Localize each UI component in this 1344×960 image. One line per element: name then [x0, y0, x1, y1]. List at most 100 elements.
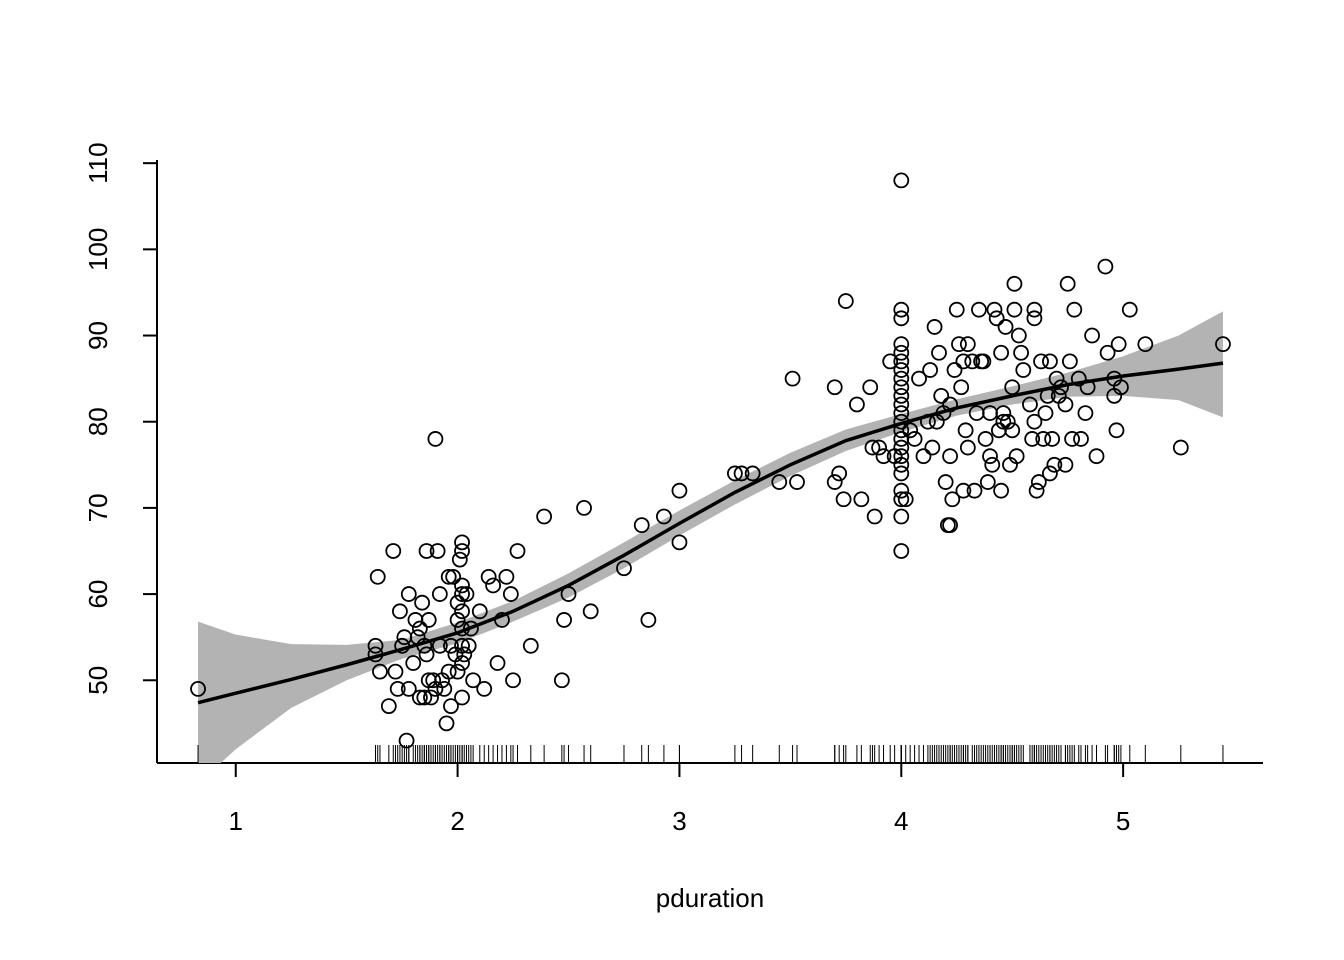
point	[418, 543, 435, 559]
point	[982, 448, 998, 465]
point	[893, 310, 910, 327]
point	[893, 379, 910, 396]
y-tick-label: 100	[83, 228, 113, 271]
point	[416, 689, 433, 706]
point	[671, 482, 688, 499]
point	[522, 637, 539, 654]
point	[582, 603, 599, 620]
point	[1004, 422, 1021, 439]
y-tick-label: 90	[83, 321, 113, 350]
point	[893, 491, 910, 508]
point	[953, 379, 970, 396]
point	[389, 680, 406, 697]
point	[418, 646, 435, 663]
point	[1026, 310, 1043, 327]
point	[1110, 336, 1127, 353]
point	[771, 474, 788, 490]
point	[465, 672, 482, 689]
point	[942, 396, 958, 413]
point	[971, 301, 987, 318]
point	[420, 612, 437, 628]
point	[882, 353, 899, 370]
point	[454, 637, 470, 654]
point	[893, 396, 910, 413]
point	[369, 568, 386, 585]
point	[1048, 370, 1065, 387]
point	[1042, 465, 1058, 482]
plot-area	[197, 311, 1224, 763]
point	[1042, 353, 1058, 370]
point	[1099, 344, 1116, 361]
point	[505, 672, 521, 689]
point	[893, 172, 910, 189]
point	[416, 637, 433, 654]
confidence-band	[198, 311, 1223, 763]
point	[411, 689, 428, 706]
point	[536, 508, 553, 525]
point	[460, 637, 477, 654]
point	[498, 568, 515, 585]
point	[1037, 405, 1054, 421]
point	[997, 319, 1014, 335]
point	[897, 491, 914, 508]
point	[986, 301, 1003, 318]
point	[372, 663, 388, 680]
point	[893, 465, 910, 482]
point	[454, 586, 470, 602]
point	[449, 663, 466, 680]
point	[893, 482, 910, 499]
point	[449, 594, 466, 611]
point	[990, 422, 1007, 439]
point	[993, 482, 1010, 499]
point	[633, 517, 650, 534]
point	[400, 680, 417, 697]
point	[871, 439, 888, 456]
point	[959, 439, 976, 456]
point	[924, 439, 941, 456]
point	[463, 620, 479, 637]
point	[476, 680, 493, 697]
point	[392, 603, 408, 620]
point	[835, 491, 852, 508]
point	[893, 456, 910, 473]
point	[449, 612, 466, 628]
point	[454, 689, 470, 706]
point	[1057, 456, 1074, 473]
point	[489, 655, 506, 671]
point	[942, 517, 958, 534]
point	[380, 698, 397, 715]
point	[1079, 379, 1096, 396]
point	[893, 543, 910, 559]
point	[454, 534, 470, 551]
point	[471, 603, 488, 620]
point	[438, 715, 455, 732]
point	[414, 594, 431, 611]
x-tick-label: 1	[229, 806, 243, 836]
point	[853, 491, 870, 508]
point	[893, 413, 910, 430]
point	[937, 474, 954, 490]
point	[993, 344, 1010, 361]
point	[425, 672, 442, 689]
point	[443, 637, 459, 654]
point	[946, 362, 963, 378]
point	[1006, 275, 1023, 292]
point	[893, 353, 910, 370]
point	[494, 612, 510, 628]
point	[480, 568, 497, 585]
point	[509, 543, 526, 559]
point	[1033, 353, 1049, 370]
point	[942, 448, 958, 465]
point	[957, 422, 974, 439]
point	[427, 431, 444, 447]
point	[933, 387, 950, 404]
point	[995, 405, 1012, 421]
point	[931, 344, 947, 361]
point	[456, 646, 473, 663]
point	[440, 568, 457, 585]
point	[826, 379, 843, 396]
point	[1008, 448, 1025, 465]
point	[1059, 275, 1076, 292]
point	[1026, 301, 1043, 318]
point	[875, 448, 892, 465]
